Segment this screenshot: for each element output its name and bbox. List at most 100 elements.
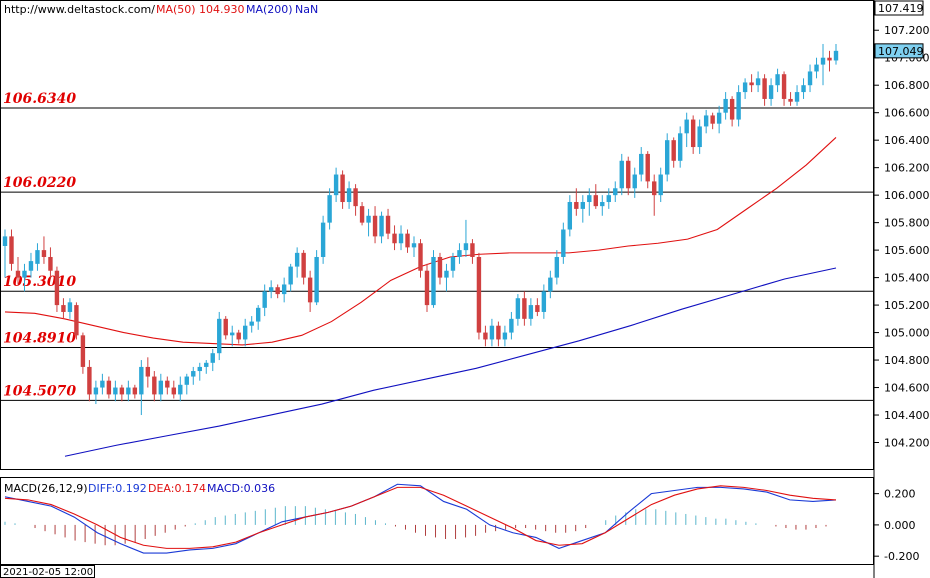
price-tick-label: 106.600 <box>884 107 930 120</box>
candle-bear <box>671 140 676 161</box>
candle-bull <box>366 215 371 223</box>
candle-bull <box>600 202 605 207</box>
candle-bull <box>457 250 462 257</box>
candle-bull <box>249 321 254 326</box>
candle-bull <box>509 318 514 333</box>
candle-bull <box>801 85 806 93</box>
macd-tick-label: 0.000 <box>884 519 916 532</box>
candle-bear <box>9 236 14 264</box>
candle-bull <box>814 64 819 72</box>
candle-bear <box>340 174 345 203</box>
macd-panel-frame <box>0 477 874 565</box>
candle-bear <box>392 233 397 244</box>
candle-bull <box>723 98 728 113</box>
level-label: 106.0220 <box>3 175 76 191</box>
candle-bull <box>379 215 384 237</box>
candle-bear <box>781 74 787 99</box>
candle-bull <box>294 252 300 267</box>
level-label: 104.5070 <box>3 383 76 399</box>
price-axis-ticks: 107.200107.000106.800106.600106.400106.2… <box>874 24 930 450</box>
candle-bull <box>113 387 118 395</box>
candle-bear <box>522 298 527 319</box>
candle-bull <box>197 366 202 372</box>
candle-bear <box>710 115 715 124</box>
candle-bear <box>15 270 21 278</box>
price-tick-label: 105.400 <box>884 272 930 285</box>
current-price-box <box>874 43 924 59</box>
candle-bull <box>139 366 144 395</box>
candle-bear <box>275 287 280 295</box>
candle-bull <box>398 233 404 244</box>
candle-bear <box>385 215 391 234</box>
candle-bear <box>483 332 488 340</box>
candle-bear <box>307 277 313 303</box>
candle-bear <box>535 305 540 312</box>
candle-bear <box>171 387 176 395</box>
ma50-label: MA(50) <box>156 3 196 16</box>
candle-bull <box>22 270 27 278</box>
candle-bull <box>450 256 456 271</box>
candle-bull <box>684 119 689 134</box>
candle-bull <box>768 85 774 99</box>
candle-bull <box>658 174 663 196</box>
candle-bear <box>236 332 241 340</box>
candle-bull <box>217 318 222 354</box>
candle-bull <box>35 250 40 264</box>
price-tick-label: 106.000 <box>884 189 930 202</box>
price-tick-label: 106.200 <box>884 162 930 175</box>
candle-bear <box>61 305 66 312</box>
candle-bear <box>80 335 86 367</box>
candle-bear <box>437 256 443 278</box>
candle-bull <box>268 287 274 292</box>
candle-bull <box>346 188 352 203</box>
macd-diff-line <box>4 483 837 554</box>
candle-bull <box>314 256 319 303</box>
candle-bull <box>463 243 469 251</box>
candle-bull <box>606 195 611 203</box>
candle-bear <box>353 188 358 207</box>
candle-bear <box>626 160 631 189</box>
ma200-line <box>64 267 837 457</box>
price-tick-label: 107.200 <box>884 24 930 37</box>
macd-dea-label: DEA:0.174 <box>148 482 206 495</box>
candle-bear <box>372 215 378 237</box>
candle-bear <box>48 256 53 271</box>
candle-bear <box>729 98 735 120</box>
candle-bull <box>288 266 293 285</box>
candle-bear <box>301 252 306 278</box>
candle-bull <box>677 133 683 161</box>
price-tick-label: 104.600 <box>884 382 930 395</box>
candle-bull <box>833 50 839 61</box>
source-url: http://www.deltastock.com/ <box>4 3 155 16</box>
candle-bull <box>2 236 8 246</box>
macd-dea-line <box>4 485 837 549</box>
price-tick-label: 105.600 <box>884 244 930 257</box>
candle-bull <box>515 298 521 319</box>
candle-bull <box>67 302 73 312</box>
candle-bull <box>411 243 417 248</box>
candle-bear <box>145 366 151 377</box>
top-value-box <box>874 0 924 16</box>
price-tick-label: 104.400 <box>884 409 930 422</box>
candle-bull <box>178 384 183 395</box>
candle-bull <box>561 229 566 257</box>
candle-bull <box>262 291 267 308</box>
candle-bull <box>28 261 34 271</box>
level-label: 105.3010 <box>3 274 76 290</box>
candle-bear <box>827 57 832 61</box>
candle-bear <box>152 376 157 395</box>
candle-bear <box>87 366 92 395</box>
candle-bear <box>74 305 79 336</box>
top-value: 107.419 <box>878 2 924 15</box>
candle-bear <box>165 380 170 388</box>
candle-bear <box>405 233 410 248</box>
candle-bull <box>820 57 826 65</box>
price-tick-label: 106.400 <box>884 134 930 147</box>
ma50-value: 104.930 <box>199 3 245 16</box>
candle-bull <box>333 174 339 196</box>
level-label: 106.6340 <box>3 91 76 107</box>
candle-bear <box>54 270 60 306</box>
candle-bull <box>255 307 261 322</box>
candle-bull <box>587 195 592 203</box>
candle-bear <box>476 256 482 333</box>
